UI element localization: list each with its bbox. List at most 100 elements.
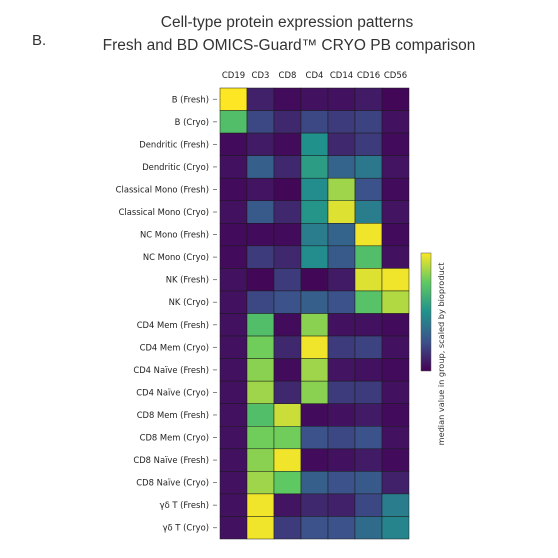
heatmap-cell: [381, 426, 410, 450]
heatmap-cell: [354, 335, 383, 359]
heatmap-cell: [273, 268, 302, 292]
heatmap-cell: [327, 403, 356, 427]
heatmap-cell: [381, 493, 410, 517]
heatmap-cell: [300, 223, 329, 247]
heatmap-cell: [327, 177, 356, 201]
heatmap-cell: [300, 200, 329, 224]
column-label: CD56: [384, 71, 407, 81]
heatmap-cell: [273, 426, 302, 450]
heatmap-cell: [354, 493, 383, 517]
row-label: CD8 Naïve (Cryo): [136, 478, 209, 488]
heatmap-cell: [381, 177, 410, 201]
heatmap-cell: [354, 426, 383, 450]
heatmap-cells: [219, 87, 410, 540]
heatmap-cell: [354, 155, 383, 179]
heatmap-cell: [246, 335, 275, 359]
heatmap-cell: [219, 426, 248, 450]
colorbar-label: median value in group, scaled by bioprod…: [436, 262, 446, 446]
chart-title-line-1: Cell-type protein expression patterns: [161, 14, 414, 31]
heatmap-cell: [273, 403, 302, 427]
heatmap-cell: [327, 313, 356, 337]
heatmap-cell: [381, 200, 410, 224]
row-label: NK (Fresh): [166, 275, 209, 285]
heatmap-cell: [381, 132, 410, 156]
heatmap-cell: [246, 177, 275, 201]
colorbar: median value in group, scaled by bioprod…: [420, 252, 446, 446]
heatmap-cell: [354, 268, 383, 292]
heatmap-cell: [219, 87, 248, 111]
heatmap-cell: [273, 335, 302, 359]
heatmap-cell: [300, 516, 329, 540]
heatmap-cell: [354, 403, 383, 427]
heatmap-cell: [246, 268, 275, 292]
heatmap-cell: [300, 493, 329, 517]
row-label: B (Fresh): [172, 94, 209, 104]
heatmap-cell: [381, 358, 410, 382]
heatmap-cell: [381, 516, 410, 540]
heatmap-cell: [273, 177, 302, 201]
heatmap-cell: [273, 493, 302, 517]
heatmap-cell: [219, 313, 248, 337]
heatmap-cell: [354, 313, 383, 337]
heatmap-cell: [354, 471, 383, 495]
heatmap-cell: [219, 358, 248, 382]
row-label: CD8 Mem (Fresh): [137, 410, 209, 420]
heatmap-cell: [246, 290, 275, 314]
colorbar-gradient: [420, 252, 432, 372]
heatmap-cell: [354, 200, 383, 224]
heatmap-cell: [327, 245, 356, 269]
column-label: CD14: [330, 71, 353, 81]
heatmap-cell: [354, 380, 383, 404]
heatmap-cell: [354, 516, 383, 540]
heatmap-cell: [354, 448, 383, 472]
heatmap-cell: [327, 87, 356, 111]
row-label: γδ T (Fresh): [160, 500, 209, 510]
heatmap-cell: [327, 335, 356, 359]
column-labels: CD19 CD3 CD8 CD4 CD14 CD16 CD56: [222, 71, 407, 81]
heatmap-cell: [300, 335, 329, 359]
heatmap-cell: [219, 177, 248, 201]
heatmap-cell: [300, 448, 329, 472]
heatmap-cell: [246, 245, 275, 269]
heatmap-cell: [246, 155, 275, 179]
heatmap-cell: [327, 448, 356, 472]
heatmap-cell: [300, 471, 329, 495]
row-label: NK (Cryo): [169, 297, 209, 307]
heatmap-cell: [300, 380, 329, 404]
heatmap-cell: [381, 223, 410, 247]
heatmap-cell: [219, 245, 248, 269]
heatmap-cell: [273, 110, 302, 134]
heatmap-cell: [327, 200, 356, 224]
heatmap-cell: [381, 471, 410, 495]
heatmap-cell: [273, 313, 302, 337]
heatmap-cell: [354, 358, 383, 382]
heatmap-cell: [246, 493, 275, 517]
row-label: NC Mono (Fresh): [140, 230, 209, 240]
heatmap-cell: [354, 132, 383, 156]
chart-title-line-2: Fresh and BD OMICS-Guard™ CRYO PB compar…: [103, 37, 476, 54]
heatmap-cell: [273, 358, 302, 382]
heatmap-cell: [273, 516, 302, 540]
heatmap-cell: [327, 493, 356, 517]
heatmap-cell: [327, 155, 356, 179]
heatmap-cell: [354, 87, 383, 111]
heatmap-cell: [219, 290, 248, 314]
column-label: CD3: [252, 71, 270, 81]
heatmap-cell: [381, 380, 410, 404]
heatmap-cell: [246, 358, 275, 382]
heatmap-cell: [246, 516, 275, 540]
heatmap-cell: [246, 313, 275, 337]
heatmap-cell: [327, 110, 356, 134]
heatmap-cell: [381, 268, 410, 292]
heatmap-cell: [327, 426, 356, 450]
row-label: NC Mono (Cryo): [143, 252, 209, 262]
row-label: Dendritic (Cryo): [142, 162, 209, 172]
heatmap-cell: [300, 87, 329, 111]
heatmap-cell: [327, 516, 356, 540]
heatmap-cell: [327, 358, 356, 382]
heatmap-cell: [219, 155, 248, 179]
heatmap-cell: [300, 110, 329, 134]
heatmap-cell: [300, 155, 329, 179]
heatmap-cell: [300, 290, 329, 314]
